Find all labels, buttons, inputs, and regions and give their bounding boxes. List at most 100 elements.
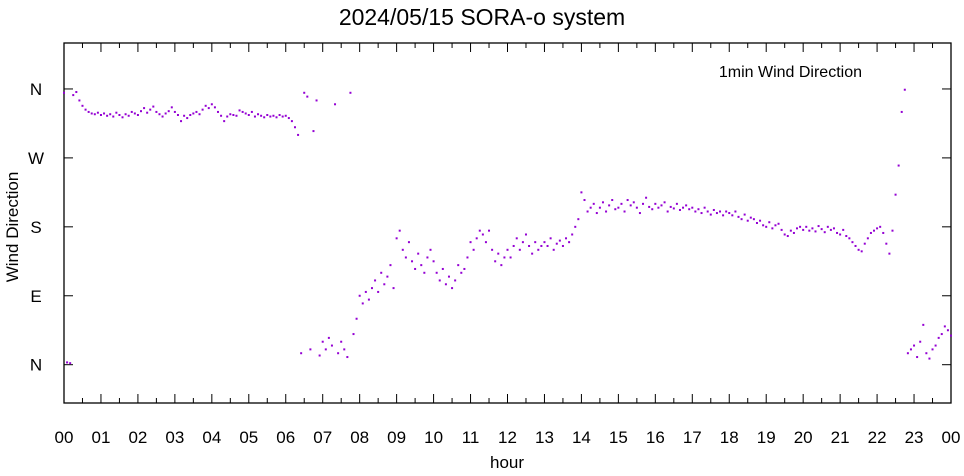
data-point xyxy=(885,242,888,245)
data-point xyxy=(460,271,463,274)
data-point xyxy=(75,91,78,94)
data-point xyxy=(682,206,685,209)
data-point xyxy=(392,287,395,290)
data-point xyxy=(186,117,189,120)
data-point xyxy=(666,210,669,213)
data-point xyxy=(244,112,247,115)
data-point xyxy=(300,352,303,355)
data-point xyxy=(253,115,256,118)
data-point xyxy=(469,241,472,244)
data-point xyxy=(306,95,309,98)
y-tick-label: N xyxy=(30,356,42,375)
y-tick-label: W xyxy=(28,149,44,168)
data-point xyxy=(503,256,506,259)
x-tick-label: 13 xyxy=(535,428,554,447)
x-tick-label: 05 xyxy=(239,428,258,447)
data-point xyxy=(521,241,524,244)
data-point xyxy=(528,244,531,247)
data-point xyxy=(176,114,179,116)
data-point xyxy=(931,348,934,351)
data-point xyxy=(66,361,69,364)
x-tick-label: 00 xyxy=(55,428,74,447)
data-point xyxy=(697,208,700,211)
data-point xyxy=(164,112,167,115)
data-point xyxy=(734,210,737,213)
data-point xyxy=(475,237,478,240)
data-point xyxy=(555,242,558,245)
x-tick-label: 07 xyxy=(313,428,332,447)
data-point xyxy=(195,110,198,113)
data-point xyxy=(672,207,675,210)
data-point xyxy=(811,227,814,230)
data-point xyxy=(737,215,740,218)
data-point xyxy=(386,275,389,278)
data-point xyxy=(118,114,121,116)
data-point xyxy=(247,114,250,116)
data-point xyxy=(155,110,158,113)
data-point xyxy=(491,248,494,251)
data-point xyxy=(537,248,540,251)
data-point xyxy=(457,264,460,267)
data-point xyxy=(925,352,928,355)
data-point xyxy=(106,114,109,117)
axis-ticks xyxy=(63,43,952,403)
data-point xyxy=(90,112,93,115)
data-point xyxy=(540,244,543,247)
data-point xyxy=(762,224,765,227)
data-point xyxy=(432,260,435,263)
data-point xyxy=(654,202,657,205)
data-point xyxy=(709,213,712,216)
data-point xyxy=(836,231,839,234)
x-tick-label: 15 xyxy=(609,428,628,447)
data-point xyxy=(241,110,244,113)
data-point xyxy=(149,108,152,111)
data-point xyxy=(719,210,722,213)
data-point xyxy=(950,334,952,337)
data-point xyxy=(771,227,774,230)
data-point xyxy=(223,120,226,123)
data-point xyxy=(580,191,583,194)
data-point xyxy=(648,205,651,208)
x-tick-label: 06 xyxy=(276,428,295,447)
y-tick-label: N xyxy=(30,80,42,99)
data-point xyxy=(706,210,709,213)
data-point xyxy=(869,231,872,234)
data-point xyxy=(651,208,654,211)
data-point xyxy=(752,218,755,221)
chart-title: 2024/05/15 SORA-o system xyxy=(339,4,625,30)
data-point xyxy=(383,283,386,286)
data-point xyxy=(943,325,946,328)
data-point xyxy=(407,241,410,244)
data-point xyxy=(589,206,592,209)
data-point xyxy=(879,225,882,228)
data-point xyxy=(229,113,232,116)
data-point xyxy=(466,256,469,259)
data-point xyxy=(318,354,321,357)
data-point xyxy=(743,213,746,216)
data-point xyxy=(417,252,420,255)
data-point xyxy=(786,235,789,238)
y-tick-label: E xyxy=(30,287,41,306)
data-point xyxy=(703,206,706,209)
data-point xyxy=(81,104,84,107)
data-point xyxy=(808,229,811,232)
data-point xyxy=(226,115,229,118)
y-tick-label: S xyxy=(30,218,41,237)
data-point xyxy=(928,357,931,360)
data-point xyxy=(78,99,81,102)
data-point xyxy=(435,271,438,274)
data-point xyxy=(500,264,503,267)
data-point xyxy=(401,248,404,251)
x-tick-label: 01 xyxy=(91,428,110,447)
data-point xyxy=(374,279,377,282)
data-point xyxy=(173,110,176,113)
data-point xyxy=(515,237,518,240)
data-point xyxy=(330,344,333,347)
data-point xyxy=(324,348,327,351)
data-point xyxy=(389,264,392,267)
data-point xyxy=(759,219,762,222)
x-tick-label: 23 xyxy=(905,428,924,447)
data-point xyxy=(355,317,358,320)
data-point xyxy=(913,344,916,347)
